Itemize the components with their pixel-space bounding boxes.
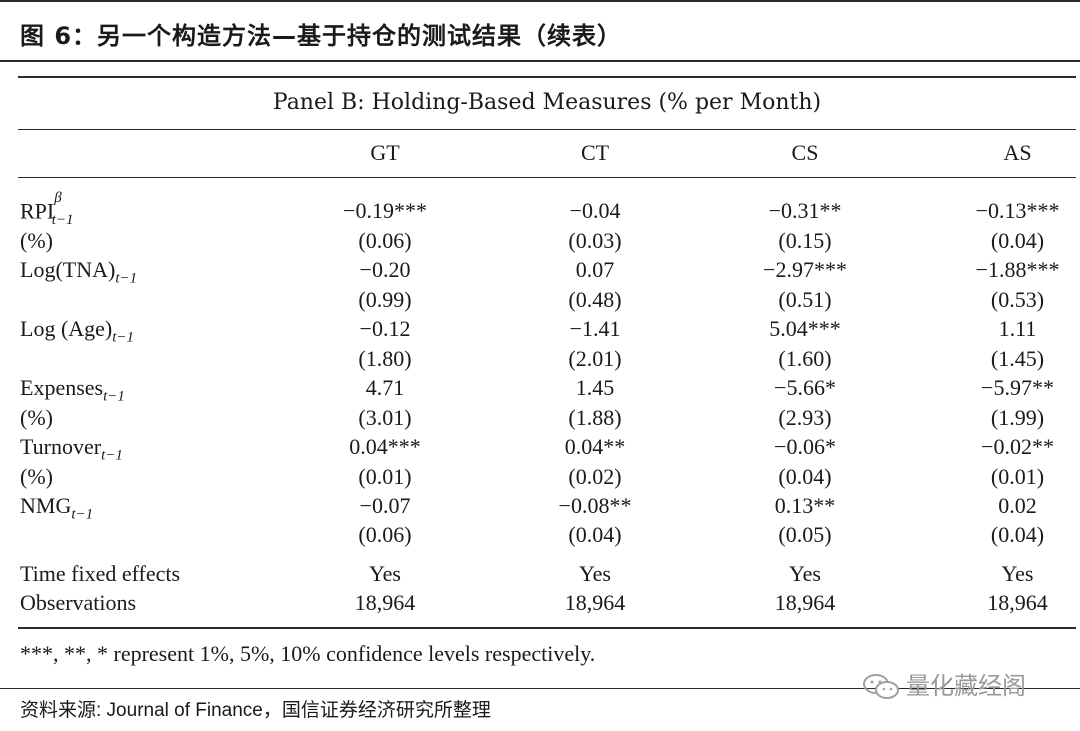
table-cell: (3.01)	[358, 405, 412, 430]
table-cell: (1.60)	[778, 346, 832, 371]
row-label: (%)	[20, 405, 53, 430]
table-cell: (0.01)	[358, 464, 412, 489]
table-cell: 0.07	[575, 257, 615, 282]
wechat-icon	[862, 673, 900, 701]
table-cell: (1.45)	[990, 346, 1045, 371]
table-cell: 18,964	[987, 590, 1048, 615]
row-label: Log(TNA)t−1	[20, 257, 138, 287]
source-note: 资料来源: Journal of Finance，国信证券经济研究所整理	[20, 700, 491, 721]
table-cell: −0.08**	[558, 493, 632, 518]
table-cell: (1.99)	[990, 405, 1045, 430]
table-cell: −0.02**	[981, 434, 1054, 459]
table-cell: −0.19***	[343, 198, 427, 223]
watermark-text: 量化藏经阁	[906, 672, 1026, 700]
table-cell: (2.93)	[778, 405, 832, 430]
table-cell: (2.01)	[568, 346, 622, 371]
column-header-gt: GT	[370, 140, 400, 165]
table-cell: (0.03)	[568, 228, 622, 253]
table-cell: 18,964	[354, 590, 416, 615]
panel-title: Panel B: Holding-Based Measures (% per M…	[272, 90, 822, 115]
source-rule	[0, 688, 1080, 689]
table-cell: 18,964	[774, 590, 836, 615]
table-cell: −0.20	[359, 257, 411, 282]
table-cell: (1.88)	[568, 405, 622, 430]
table-cell: (0.51)	[778, 287, 832, 312]
table-cell: (0.99)	[358, 287, 412, 312]
table-cell: 1.45	[575, 375, 615, 400]
table-cell: Yes	[788, 561, 821, 586]
watermark: 量化藏经阁	[862, 666, 1026, 701]
table-cell: (0.02)	[568, 464, 622, 489]
table-cell: −0.06*	[774, 434, 836, 459]
column-header-cs: CS	[791, 140, 819, 165]
table-cell: −1.88***	[975, 257, 1060, 282]
table-cell: (0.04)	[990, 228, 1045, 253]
row-label: Turnovert−1	[20, 434, 123, 464]
table-cell: (0.53)	[990, 287, 1045, 312]
table-cell: Yes	[368, 561, 401, 586]
header-rule	[18, 177, 1076, 178]
row-label: Expensest−1	[20, 375, 125, 405]
column-header-as: AS	[1003, 140, 1032, 165]
table-cell: −0.12	[359, 316, 411, 341]
table-cell: −0.31**	[768, 198, 842, 223]
table-cell: (1.80)	[358, 346, 412, 371]
table-cell: (0.06)	[358, 522, 412, 547]
table-cell: 0.04***	[349, 434, 421, 459]
table-cell: −5.66*	[774, 375, 836, 400]
row-label: RPIβt−1	[20, 190, 74, 228]
table-cell: (0.04)	[778, 464, 832, 489]
table-cell: 0.02	[998, 493, 1037, 518]
row-label: (%)	[20, 464, 53, 489]
footnote: ***, **, * represent 1%, 5%, 10% confide…	[20, 641, 596, 666]
table-bottom-rule	[18, 627, 1076, 629]
table-cell: (0.04)	[568, 522, 622, 547]
figure-title: 图 6：另一个构造方法—基于持仓的测试结果（续表）	[20, 22, 623, 50]
table-cell: Yes	[1001, 561, 1034, 586]
figure-header: 图 6：另一个构造方法—基于持仓的测试结果（续表）	[0, 0, 1080, 62]
table-cell: (0.05)	[778, 522, 832, 547]
table-cell: 5.04***	[769, 316, 841, 341]
row-label: Log (Age)t−1	[20, 316, 135, 346]
table-cell: (0.06)	[358, 228, 412, 253]
panel-rule	[18, 129, 1076, 130]
row-label: Observations	[20, 590, 137, 615]
table-cell: 0.13**	[774, 493, 836, 518]
table-cell: 4.71	[365, 375, 405, 400]
table-cell: (0.48)	[568, 287, 622, 312]
table-cell: −1.41	[569, 316, 621, 341]
table-cell: −0.04	[569, 198, 621, 223]
table-cell: (0.04)	[990, 522, 1045, 547]
table-cell: (0.01)	[990, 464, 1045, 489]
table-cell: 1.11	[998, 316, 1037, 341]
table-cell: −0.13***	[975, 198, 1060, 223]
table-cell: −2.97***	[763, 257, 847, 282]
row-label: (%)	[20, 228, 53, 253]
table-cell: Yes	[578, 561, 611, 586]
row-label: NMGt−1	[20, 493, 94, 523]
row-label: Time fixed effects	[20, 561, 181, 586]
table-cell: −0.07	[359, 493, 411, 518]
table-cell: 0.04**	[564, 434, 626, 459]
table-cell: −5.97**	[981, 375, 1054, 400]
table-cell: 18,964	[564, 590, 626, 615]
column-header-ct: CT	[580, 140, 610, 165]
table-top-rule	[18, 76, 1076, 78]
table-cell: (0.15)	[778, 228, 832, 253]
